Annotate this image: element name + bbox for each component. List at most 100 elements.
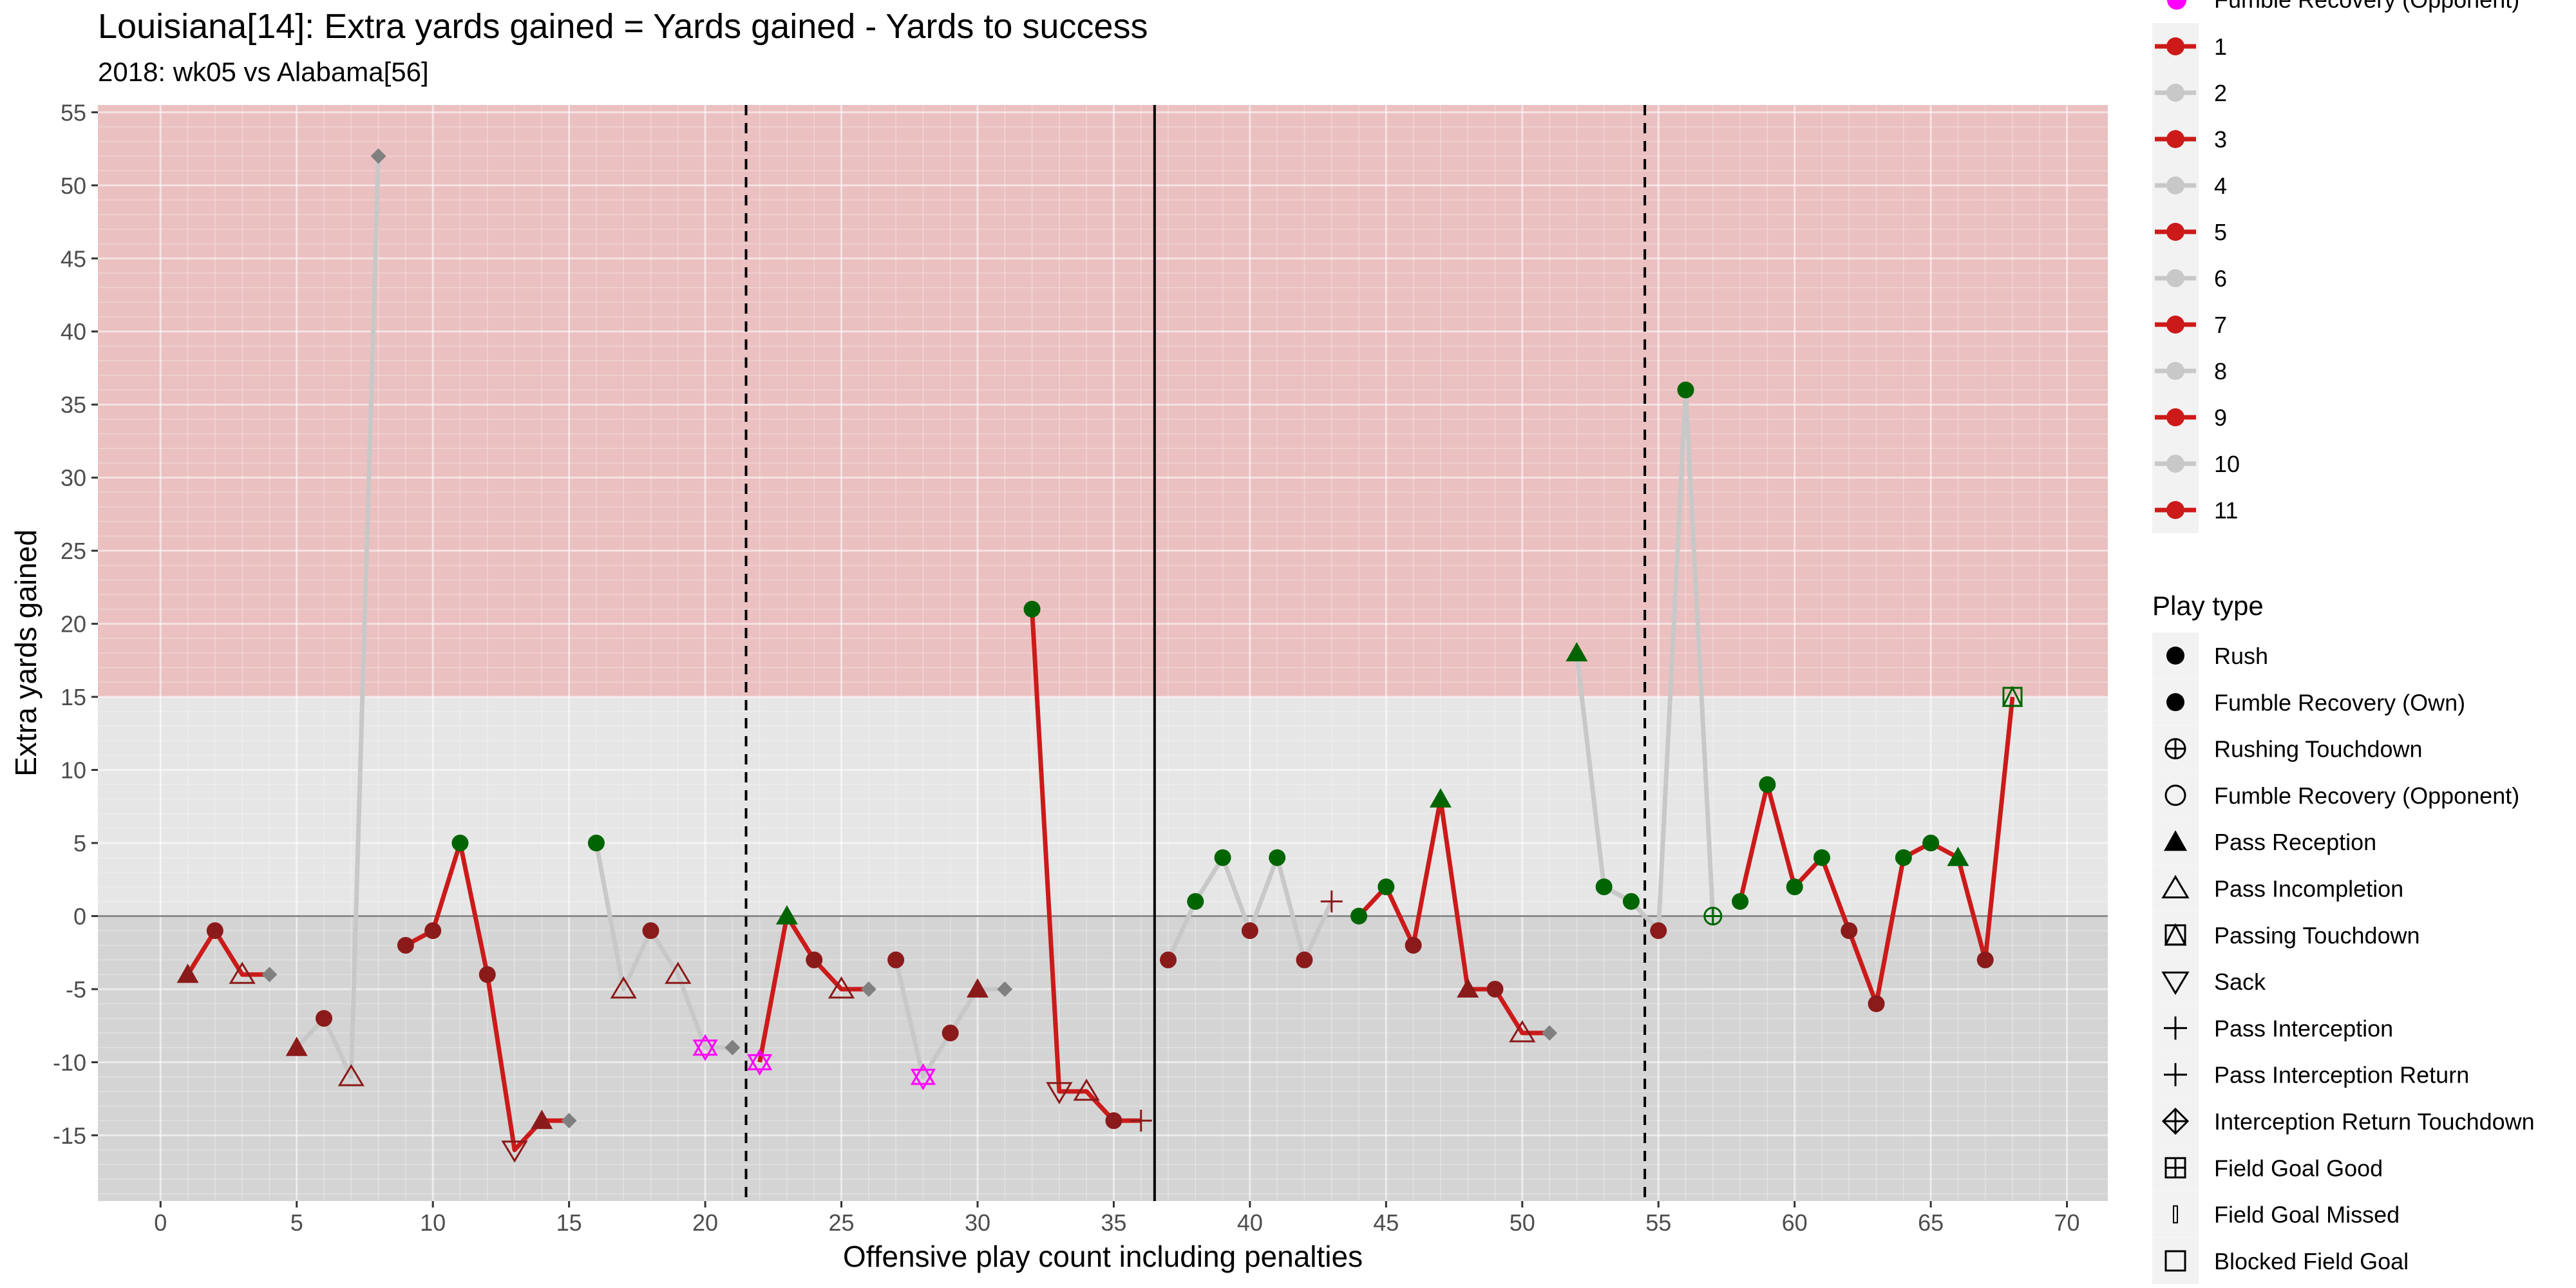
drive-2-line [295, 156, 381, 1079]
play-point [1786, 878, 1803, 896]
y-tick-label: -10 [53, 1049, 86, 1075]
y-tick-label: 50 [61, 173, 86, 199]
legend-play-type-label: Field Goal Good [2214, 1155, 2383, 1181]
x-tick-label: 65 [1918, 1209, 1944, 1236]
play-point [1813, 849, 1830, 866]
play-point [1732, 893, 1749, 910]
play-point [806, 951, 823, 969]
y-tick-label: 30 [61, 465, 86, 491]
legend-key-dot [2166, 362, 2184, 380]
play-point [370, 148, 386, 164]
play-point [1350, 907, 1368, 925]
y-tick-label: 20 [61, 611, 86, 638]
legend-key-dot [2166, 408, 2184, 426]
legend-drive-label: 3 [2214, 126, 2227, 153]
y-tick-label: 10 [61, 757, 86, 784]
y-tick-label: 35 [61, 392, 86, 418]
legend-play-type-label: Pass Reception [2214, 829, 2376, 855]
legend-icon-open-circle [2164, 784, 2186, 806]
play-point [261, 967, 278, 983]
data-series [176, 148, 2023, 1163]
legend-icon-thin-rect [2173, 1205, 2178, 1224]
play-point [1023, 600, 1041, 618]
play-point [1159, 951, 1177, 969]
play-point [1105, 1112, 1122, 1130]
legend-drive-label: 8 [2214, 358, 2227, 384]
play-point [1457, 978, 1479, 998]
play-point [1976, 951, 1994, 969]
x-tick-label: 35 [1101, 1209, 1126, 1236]
play-point [724, 1039, 741, 1056]
play-point [966, 978, 989, 998]
play-point [692, 1034, 718, 1061]
legend-play-type-label: Fumble Recovery (Opponent) [2214, 782, 2519, 809]
legend-play-type-label: Interception Return Touchdown [2214, 1108, 2535, 1135]
play-point [451, 835, 469, 852]
play-point [2002, 685, 2023, 707]
play-point [1405, 936, 1422, 954]
x-tick-label: 60 [1782, 1209, 1808, 1236]
legend-play-type-title: Play type [2152, 591, 2264, 621]
play-point [1486, 980, 1504, 998]
play-point [747, 1048, 773, 1076]
legend-icon-square-plus [2164, 1157, 2186, 1179]
legend-icon-triangle-square [2164, 923, 2187, 946]
legend-key-dot [2166, 269, 2184, 287]
drive-1-line [185, 928, 270, 977]
failure-band [98, 916, 2108, 1201]
play-point [860, 981, 876, 997]
chart-title: Louisiana[14]: Extra yards gained = Yard… [98, 7, 1148, 46]
play-point [1566, 642, 1588, 661]
legend-play-type-label: Fumble Recovery (Own) [2214, 689, 2465, 715]
legend-key-bg [2152, 1191, 2199, 1238]
legend-icon-open-triangle-down [2161, 971, 2190, 996]
y-tick-label: -15 [53, 1122, 86, 1149]
play-point [1320, 890, 1343, 913]
play-point [531, 1110, 553, 1130]
x-axis-label: Offensive play count including penalties [843, 1240, 1363, 1273]
legend-icon-filled-triangle [2164, 830, 2187, 851]
drive-9-line [1357, 797, 1550, 1036]
chart-subtitle: 2018: wk05 vs Alabama[56] [98, 57, 429, 87]
legend-key-bg [2152, 958, 2199, 1005]
play-point [478, 966, 496, 983]
y-tick-label: -5 [66, 976, 86, 1003]
play-point [942, 1025, 959, 1042]
play-point [1269, 849, 1286, 866]
legend-key-dot [2166, 501, 2184, 519]
legend-drive-label: 9 [2214, 404, 2227, 431]
neutral-band [98, 697, 2108, 916]
legend-drive-label: 6 [2214, 265, 2227, 292]
play-point [1895, 849, 1912, 866]
play-point [887, 951, 905, 969]
legend-icon-plus [2164, 1063, 2187, 1086]
play-point [1130, 1110, 1152, 1132]
play-point [397, 936, 414, 954]
legend-drive-label: 5 [2214, 219, 2227, 245]
legend-icon-open-square [2164, 1250, 2186, 1272]
legend-drive-label: 7 [2214, 312, 2227, 338]
drive-4-line [594, 842, 733, 1050]
play-point [1046, 1082, 1073, 1104]
legend-play-type-label: Blocked Field Goal [2214, 1248, 2409, 1274]
legend-key-bg [2152, 772, 2199, 819]
play-point [1868, 995, 1885, 1012]
play-point [1378, 878, 1395, 896]
legend-play-type-label: Field Goal Missed [2214, 1202, 2400, 1228]
play-point [316, 1010, 333, 1027]
legend-drive-label: 10 [2214, 451, 2240, 477]
legend-key-bg [2152, 1237, 2199, 1284]
x-tick-label: 50 [1510, 1209, 1535, 1236]
legend-key-dot [2166, 37, 2184, 55]
legend-drive-label: 1 [2214, 33, 2227, 60]
x-tick-label: 10 [420, 1209, 446, 1236]
legend-drives [2152, 0, 2199, 533]
x-tick-label: 20 [692, 1209, 718, 1236]
play-point [1187, 893, 1204, 910]
legend-icon-open-triangle [2161, 875, 2190, 898]
play-point [1759, 776, 1776, 793]
play-point [610, 976, 637, 999]
play-point [1922, 835, 1940, 852]
success-band [98, 105, 2108, 697]
